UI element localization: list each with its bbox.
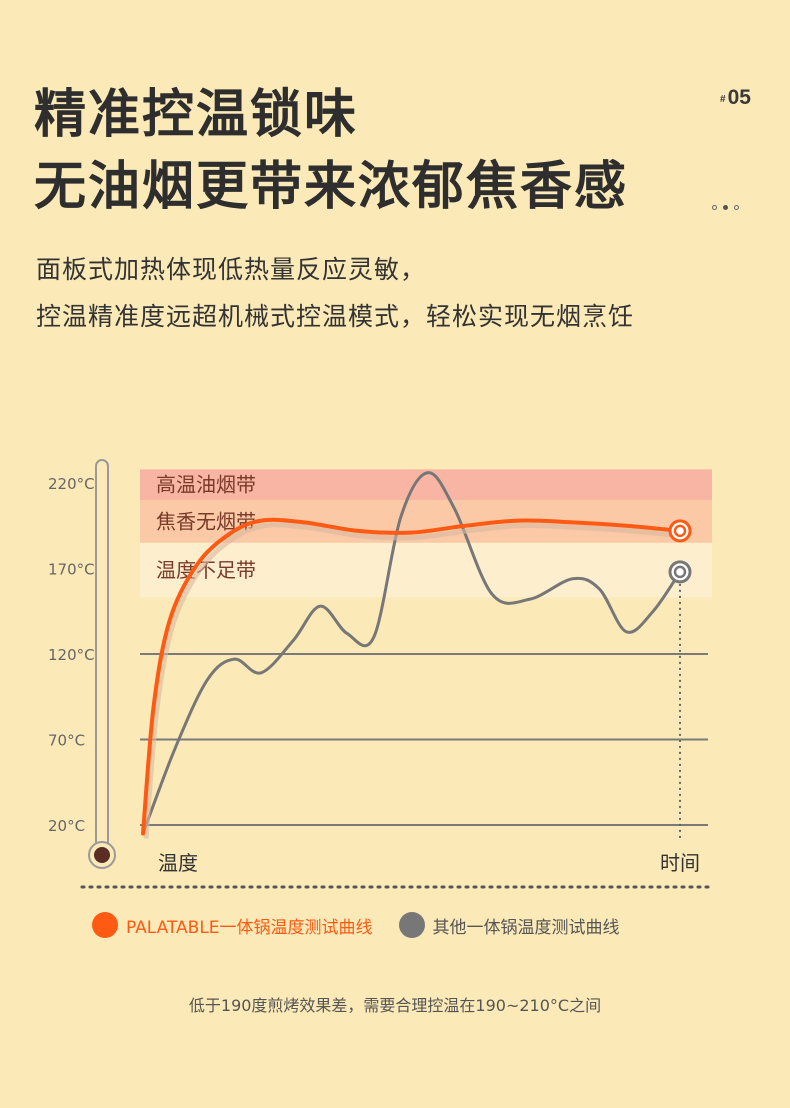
y-axis-title: 温度 <box>158 851 198 875</box>
legend-item-palatable: PALATABLE一体锅温度测试曲线 <box>92 912 373 938</box>
y-tick-label: 20°C <box>48 817 85 835</box>
description-line2: 控温精准度远超机械式控温模式，轻松实现无烟烹饪 <box>36 302 635 331</box>
gridlines <box>140 653 708 826</box>
indicator-dot <box>734 205 739 210</box>
indicator-dot-active <box>723 205 728 210</box>
y-tick-label: 220°C <box>48 475 95 493</box>
band-label-1: 焦香无烟带 <box>156 509 256 533</box>
legend-swatch-orange <box>92 912 118 938</box>
x-axis-title: 时间 <box>660 851 700 875</box>
badge-hash: # <box>720 94 726 106</box>
band-2 <box>140 542 712 598</box>
description-line1: 面板式加热体现低热量反应灵敏， <box>36 255 427 284</box>
legend-swatch-gray <box>398 912 425 938</box>
indicator-dot <box>712 205 717 210</box>
thermometer-icon <box>88 459 116 869</box>
y-tick-label: 120°C <box>48 646 95 664</box>
y-axis-labels: 20°C 70°C 120°C 170°C 220°C <box>48 475 95 835</box>
band-label-0: 高温油烟带 <box>156 473 256 497</box>
page-indicator <box>712 205 739 210</box>
legend-label-palatable: PALATABLE一体锅温度测试曲线 <box>126 917 373 938</box>
series-end-marker-inner-0 <box>673 524 687 538</box>
series-end-marker-1 <box>668 560 692 584</box>
legend-item-other: 其他一体锅温度测试曲线 <box>398 912 620 938</box>
footnote: 低于190度煎烤效果差，需要合理控温在190~210°C之间 <box>188 996 602 1015</box>
series-end-marker-0 <box>668 519 692 543</box>
y-tick-label: 70°C <box>48 732 85 750</box>
legend-label-other: 其他一体锅温度测试曲线 <box>432 917 620 938</box>
page-title-line2: 无油烟更带来浓郁焦香感 <box>34 157 629 217</box>
chart-legend: PALATABLE一体锅温度测试曲线 其他一体锅温度测试曲线 <box>92 912 646 938</box>
page-title-line1: 精准控温锁味 <box>34 85 359 145</box>
series-line-0 <box>141 517 682 836</box>
series-line-1 <box>141 471 682 836</box>
badge-number: 05 <box>727 86 751 109</box>
section-badge: #05 <box>720 86 751 110</box>
series-shadow <box>143 522 684 839</box>
series-end-marker-inner-1 <box>673 565 687 579</box>
series-lines <box>141 471 692 840</box>
y-tick-label: 170°C <box>48 561 95 579</box>
